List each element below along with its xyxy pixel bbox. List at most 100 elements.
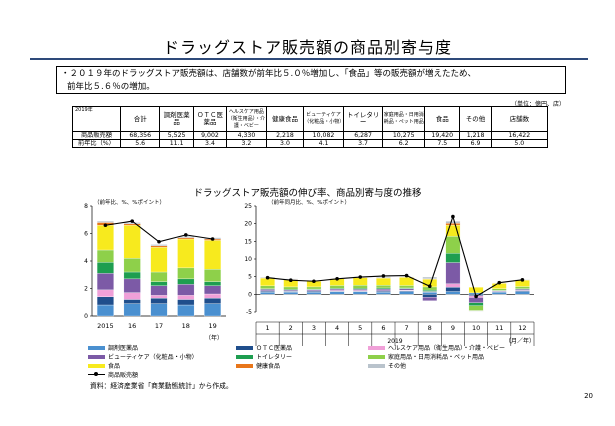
table-header-cell: 健康食品 (265, 106, 305, 132)
bar-segment-household (399, 285, 414, 289)
chart1-y-tick-label: 4 (84, 258, 88, 265)
legend-label: トイレタリー (256, 354, 293, 361)
bar-segment-dispensing (352, 291, 368, 295)
bar-segment-toiletry (468, 302, 484, 306)
bar-segment-household (204, 269, 222, 282)
chart1-x-tick-label: 18 (182, 322, 190, 330)
chart1-x-tick-label: 17 (155, 322, 163, 330)
chart2-total-point (427, 284, 432, 289)
legend-swatch (368, 345, 385, 350)
chart2-total-point (520, 278, 525, 282)
legend-item-healthcare: ヘルスケア用品（衛生用品）・介護・ベビー (368, 343, 505, 352)
bar-segment-beauty (283, 289, 299, 292)
legend-swatch (368, 354, 385, 359)
bar-segment-dispensing (260, 292, 275, 295)
bar-segment-other (445, 221, 461, 224)
table-header-cell: 調剤医薬品 (159, 106, 194, 132)
bar-segment-dispensing (399, 291, 414, 295)
legend-swatch (236, 363, 253, 368)
chart2-total-point (335, 276, 339, 281)
bar-segment-beauty (376, 288, 391, 291)
sales-table: 2019年 合計 調剤医薬品 ＯＴＣ医薬品 ヘルスケア用品（衛生用品）・介護・ベ… (72, 106, 549, 148)
bar-segment-health_food (150, 245, 168, 248)
bar-segment-healthcare (177, 295, 195, 300)
bar-segment-healthcare (204, 293, 222, 299)
chart1-x-unit: （年） (205, 334, 223, 342)
legend-label: その他 (388, 363, 407, 370)
bar-segment-food (150, 247, 168, 273)
bar-segment-dispensing (329, 291, 345, 295)
bar-segment-beauty (177, 284, 195, 296)
bar-segment-food (376, 277, 391, 286)
legend-item-dispensing: 調剤医薬品 (88, 343, 138, 352)
chart2-total-point (265, 275, 270, 280)
bar-segment-food (123, 225, 141, 259)
legend-item-otc: ＯＴＣ医薬品 (236, 343, 292, 352)
chart1-total-point (103, 223, 108, 228)
summary-line-2: 前年比５.６％の増加。 (67, 82, 155, 92)
chart1-x-tick-label: 16 (128, 322, 136, 330)
table-cell: 7.5 (424, 139, 461, 148)
chart2-total-line (267, 214, 523, 298)
bar-segment-dispensing (177, 304, 195, 317)
legend-swatch (368, 363, 385, 368)
chart2-ylabel: （前年同月比、%、%ポイント） (268, 200, 350, 206)
bar-segment-toiletry (204, 281, 222, 286)
legend-label: 商品販売額 (108, 372, 139, 379)
bar-segment-household (96, 249, 114, 263)
legend-item-food: 食品 (88, 361, 120, 370)
bar-segment-beauty (150, 285, 168, 296)
bar-segment-toiletry (376, 287, 391, 290)
bar-segment-otc (204, 297, 222, 304)
bar-segment-other (96, 220, 114, 223)
bar-segment-beauty (352, 289, 368, 291)
chart2-x-tick-label: 8 (428, 324, 432, 332)
bar-segment-household (123, 258, 141, 273)
chart1-y-tick-label: 2 (84, 286, 88, 293)
chart2-y-tick-label: 10 (244, 256, 252, 263)
bar-segment-beauty (204, 285, 222, 295)
bar-segment-healthcare (150, 295, 168, 299)
bar-segment-household (445, 236, 461, 254)
chart1-total-point (157, 239, 161, 244)
chart2-total-point (451, 214, 455, 219)
bar-segment-household (306, 286, 322, 290)
legend-label: ヘルスケア用品（衛生用品）・介護・ベビー (388, 345, 506, 352)
bar-segment-household (260, 285, 275, 289)
legend-swatch (88, 363, 105, 368)
bar-segment-beauty (306, 289, 322, 291)
bar-segment-otc (376, 291, 391, 293)
chart1-ylabel: （前年比、%、%ポイント） (94, 200, 165, 206)
bar-segment-food (468, 287, 484, 294)
bar-segment-food (204, 240, 222, 270)
page-number: 20 (584, 392, 593, 400)
chart1-x-tick-label: 19 (208, 322, 216, 330)
bar-segment-household (352, 284, 368, 289)
summary-line-1: ・２０１９年のドラッグストア販売額は、店舗数が前年比５.０％増加し、「食品」等の… (61, 69, 476, 79)
table-header-cell: 店舗数 (490, 106, 549, 132)
table-cell: 3.2 (226, 139, 267, 148)
bar-segment-dispensing (123, 303, 141, 317)
bar-segment-dispensing (306, 292, 322, 295)
bar-segment-household (468, 305, 484, 311)
chart2-y-tick-label: -5 (246, 309, 252, 316)
bar-segment-household (376, 284, 391, 289)
chart2-x-unit: （月／年） (505, 337, 535, 345)
table-header-cell: 家庭用品・日用消耗品・ペット用品 (382, 106, 426, 132)
bar-segment-household (283, 286, 299, 290)
bar-segment-health_food (177, 237, 195, 240)
bar-segment-toiletry (96, 262, 114, 274)
table-header-cell: ＯＴＣ医薬品 (192, 106, 228, 132)
legend-swatch (88, 354, 105, 359)
bar-segment-food (399, 277, 414, 286)
chart2-total-point (288, 278, 293, 283)
legend-label: ＯＴＣ医薬品 (256, 345, 293, 352)
bar-segment-household (150, 271, 168, 282)
chart-heading: ドラッグストア販売額の伸び率、商品別寄与度の推移 (193, 188, 422, 199)
chart2-x-tick-label: 6 (381, 324, 385, 332)
bar-segment-household (515, 286, 530, 289)
chart1-y-tick-label: 0 (84, 313, 88, 320)
bar-segment-beauty (399, 288, 414, 291)
bar-segment-dispensing (204, 303, 222, 317)
